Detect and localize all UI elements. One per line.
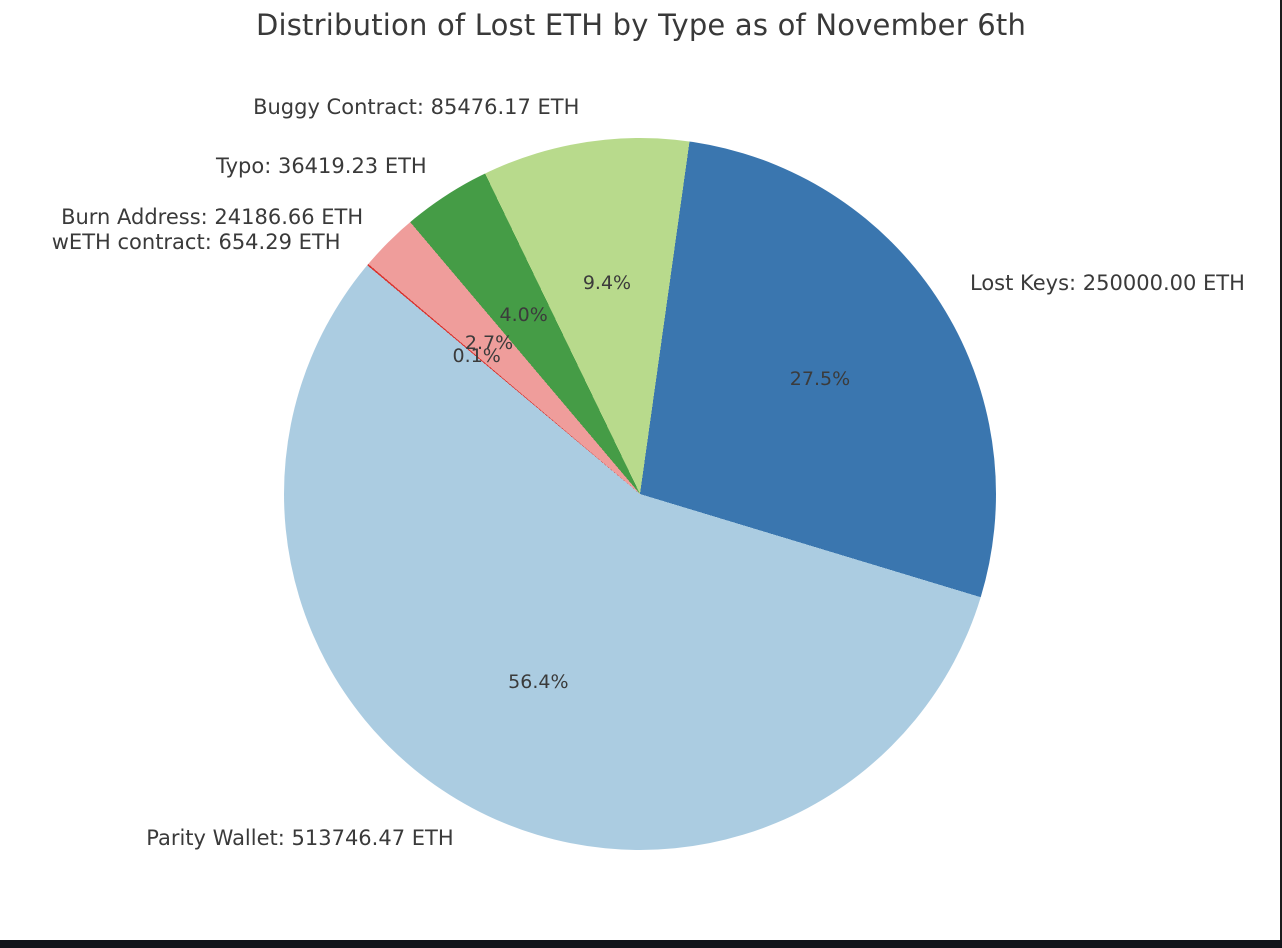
pct-label-buggy-contract: 9.4% <box>582 271 632 294</box>
slice-label-lost-keys: Lost Keys: 250000.00 ETH <box>969 271 1245 296</box>
pct-label-burn-address: 2.7% <box>464 331 514 354</box>
pie-chart <box>284 138 996 850</box>
right-edge-line <box>1280 0 1282 948</box>
pct-label-parity-wallet: 56.4% <box>508 670 569 693</box>
bottom-black-bar <box>0 940 1282 948</box>
pct-label-weth-contract: 0.1% <box>452 345 501 368</box>
slice-label-buggy-contract: Buggy Contract: 85476.17 ETH <box>253 95 580 120</box>
slice-label-parity-wallet: Parity Wallet: 513746.47 ETH <box>146 826 454 851</box>
chart-title: Distribution of Lost ETH by Type as of N… <box>255 8 1027 42</box>
slice-label-weth-contract: wETH contract: 654.29 ETH <box>51 229 341 254</box>
slice-label-typo: Typo: 36419.23 ETH <box>216 153 427 178</box>
pct-label-lost-keys: 27.5% <box>789 367 851 390</box>
slice-label-burn-address: Burn Address: 24186.66 ETH <box>61 204 364 229</box>
pct-label-typo: 4.0% <box>499 303 548 326</box>
